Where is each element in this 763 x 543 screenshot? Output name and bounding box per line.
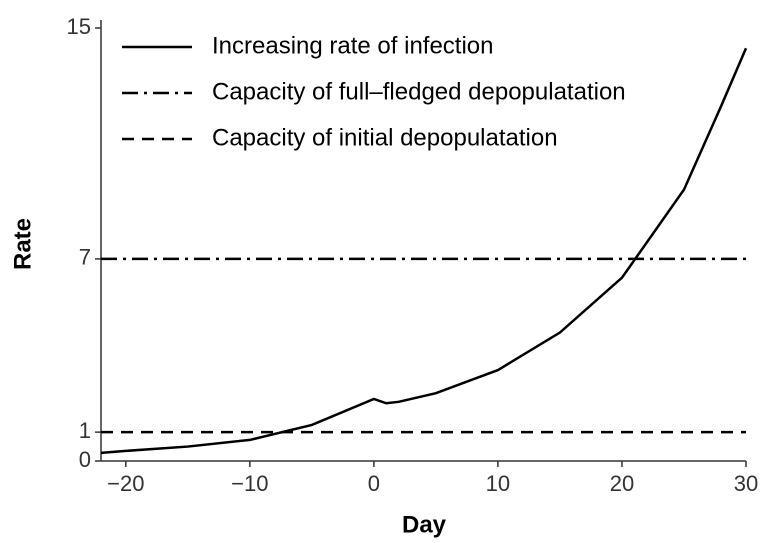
line <box>100 47 748 455</box>
y-axis-title: Rate <box>9 218 36 270</box>
y-tick-label: 7 <box>79 245 91 270</box>
legend-label: Capacity of full–fledged depopulatation <box>212 78 626 105</box>
y-tick-label: 15 <box>67 14 91 39</box>
x-axis-title: Day <box>402 511 447 538</box>
legend-label: Capacity of initial depopulatation <box>212 124 558 151</box>
y-tick-label: 1 <box>79 418 91 443</box>
legend-label: Increasing rate of infection <box>212 32 494 59</box>
y-tick-label: 0 <box>79 447 91 472</box>
x-tick-label: 30 <box>734 471 758 496</box>
x-tick-label: 0 <box>368 471 380 496</box>
x-tick-label: −10 <box>231 471 268 496</box>
x-tick-label: 20 <box>610 471 634 496</box>
x-tick-label: −20 <box>107 471 144 496</box>
x-tick-label: 10 <box>486 471 510 496</box>
